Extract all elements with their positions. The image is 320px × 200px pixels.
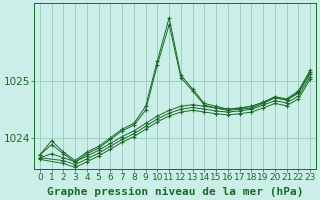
X-axis label: Graphe pression niveau de la mer (hPa): Graphe pression niveau de la mer (hPa)	[47, 186, 303, 197]
